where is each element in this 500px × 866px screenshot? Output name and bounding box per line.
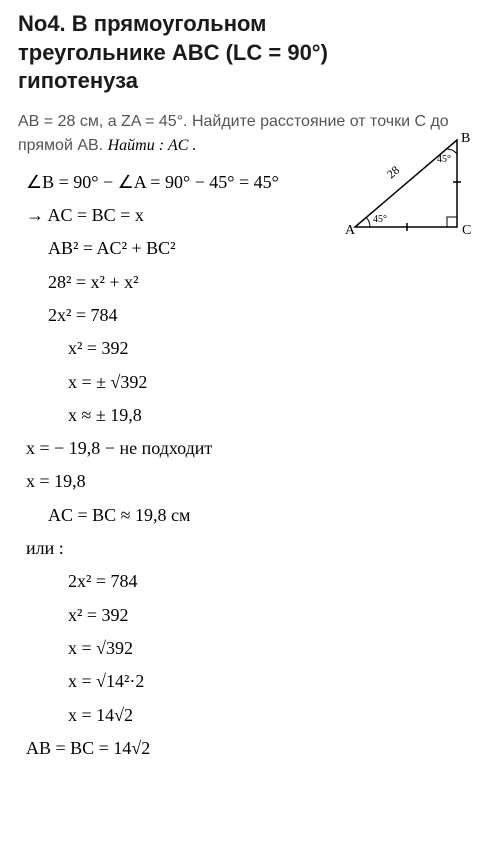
step-10: x = 19,8 bbox=[18, 465, 482, 498]
step-18: AB = BC = 14√2 bbox=[18, 732, 482, 765]
step-16: x = √14²·2 bbox=[18, 665, 482, 698]
find-annotation: Найти : AC . bbox=[108, 137, 197, 154]
step-4: 28² = x² + x² bbox=[18, 266, 482, 299]
title-line-2: треугольнике ABC (LC = 90°) bbox=[18, 39, 482, 68]
side-ab-label: 28 bbox=[384, 163, 402, 181]
step-14: x² = 392 bbox=[18, 599, 482, 632]
angle-a-label: 45° bbox=[373, 214, 387, 225]
vertex-b-label: B bbox=[461, 132, 470, 146]
vertex-a-label: A bbox=[345, 223, 356, 238]
title-line-1: No4. В прямоугольном bbox=[18, 10, 482, 39]
solution-area: A B C 28 45° 45° ∠B = 90° − ∠A = 90° − 4… bbox=[0, 162, 500, 769]
step-13: 2x² = 784 bbox=[18, 565, 482, 598]
step-5: 2x² = 784 bbox=[18, 299, 482, 332]
step-17: x = 14√2 bbox=[18, 699, 482, 732]
step-11: AC = BC ≈ 19,8 см bbox=[18, 499, 482, 532]
step-7: x = ± √392 bbox=[18, 366, 482, 399]
header: No4. В прямоугольном треугольнике ABC (L… bbox=[0, 0, 500, 104]
title-line-3: гипотенуза bbox=[18, 67, 482, 96]
triangle-diagram: A B C 28 45° 45° bbox=[345, 132, 480, 253]
step-12: или : bbox=[18, 532, 482, 565]
step-15: x = √392 bbox=[18, 632, 482, 665]
step-6: x² = 392 bbox=[18, 332, 482, 365]
vertex-c-label: C bbox=[462, 223, 471, 238]
angle-b-label: 45° bbox=[437, 154, 451, 165]
step-9: x = − 19,8 − не подходит bbox=[18, 432, 482, 465]
step-8: x ≈ ± 19,8 bbox=[18, 399, 482, 432]
